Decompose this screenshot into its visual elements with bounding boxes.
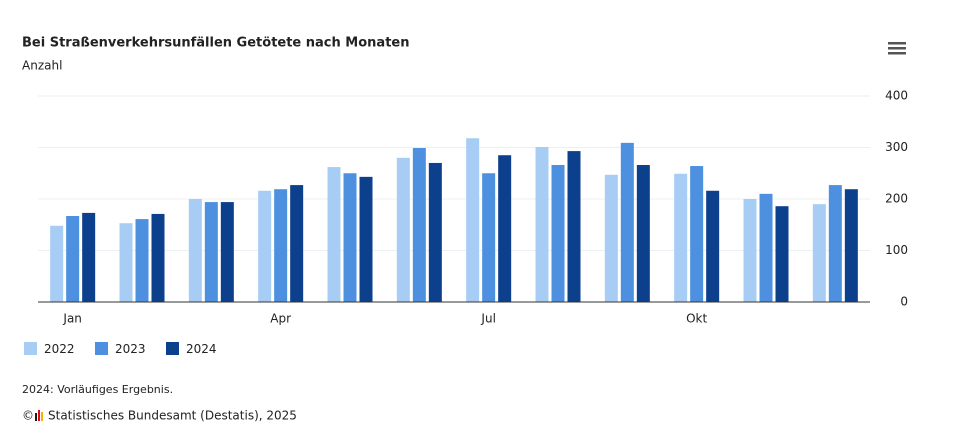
legend-label: 2023 xyxy=(115,342,146,356)
legend-label: 2022 xyxy=(44,342,75,356)
bar xyxy=(359,176,373,302)
legend-swatch xyxy=(24,342,37,355)
x-tick-label: Okt xyxy=(686,312,707,326)
bar xyxy=(535,146,549,302)
bar xyxy=(620,142,634,302)
bar xyxy=(327,167,341,302)
bar xyxy=(151,213,165,302)
bar xyxy=(498,155,512,302)
destatis-logo xyxy=(35,410,43,421)
legend-swatch xyxy=(166,342,179,355)
y-tick-label: 100 xyxy=(885,243,908,257)
bar xyxy=(258,190,272,302)
y-tick-label: 400 xyxy=(885,89,908,103)
bar xyxy=(274,189,288,302)
bar xyxy=(188,199,202,302)
credit: Statistisches Bundesamt (Destatis), 2025 xyxy=(48,409,297,423)
bar xyxy=(844,189,858,302)
bar xyxy=(636,165,650,302)
bar xyxy=(743,199,757,302)
footnote: 2024: Vorläufiges Ergebnis. xyxy=(22,383,173,396)
bar xyxy=(828,185,842,302)
bar xyxy=(706,190,720,302)
menu-bar xyxy=(888,42,906,45)
menu-bar xyxy=(888,52,906,55)
bar xyxy=(759,193,773,302)
bar xyxy=(567,151,581,302)
bar xyxy=(66,215,80,302)
legend-label: 2024 xyxy=(186,342,217,356)
bar xyxy=(674,173,688,302)
x-tick-label: Jul xyxy=(480,312,495,326)
chart-subtitle: Anzahl xyxy=(22,59,62,73)
bar xyxy=(220,202,234,302)
copyright: © xyxy=(22,409,34,423)
bar xyxy=(482,173,496,302)
bar xyxy=(690,166,704,302)
bar xyxy=(290,185,304,302)
y-tick-label: 300 xyxy=(885,140,908,154)
legend-swatch xyxy=(95,342,108,355)
menu-bar xyxy=(888,47,906,50)
menu-button[interactable] xyxy=(888,42,906,55)
bar xyxy=(204,202,218,302)
bar xyxy=(466,138,480,302)
bar xyxy=(343,173,357,302)
bar xyxy=(396,157,410,302)
x-tick-label: Jan xyxy=(62,312,82,326)
x-tick-label: Apr xyxy=(270,312,291,326)
bar xyxy=(775,206,789,302)
y-tick-label: 0 xyxy=(900,295,908,309)
bar xyxy=(551,165,565,302)
chart-title: Bei Straßenverkehrsunfällen Getötete nac… xyxy=(22,36,409,51)
bar xyxy=(50,225,64,302)
y-tick-label: 200 xyxy=(885,192,908,206)
bar xyxy=(412,148,426,302)
bar xyxy=(428,162,442,302)
bar xyxy=(604,174,618,302)
bar xyxy=(82,212,96,302)
bar xyxy=(812,204,826,302)
bar xyxy=(119,223,133,302)
bar xyxy=(135,219,149,302)
